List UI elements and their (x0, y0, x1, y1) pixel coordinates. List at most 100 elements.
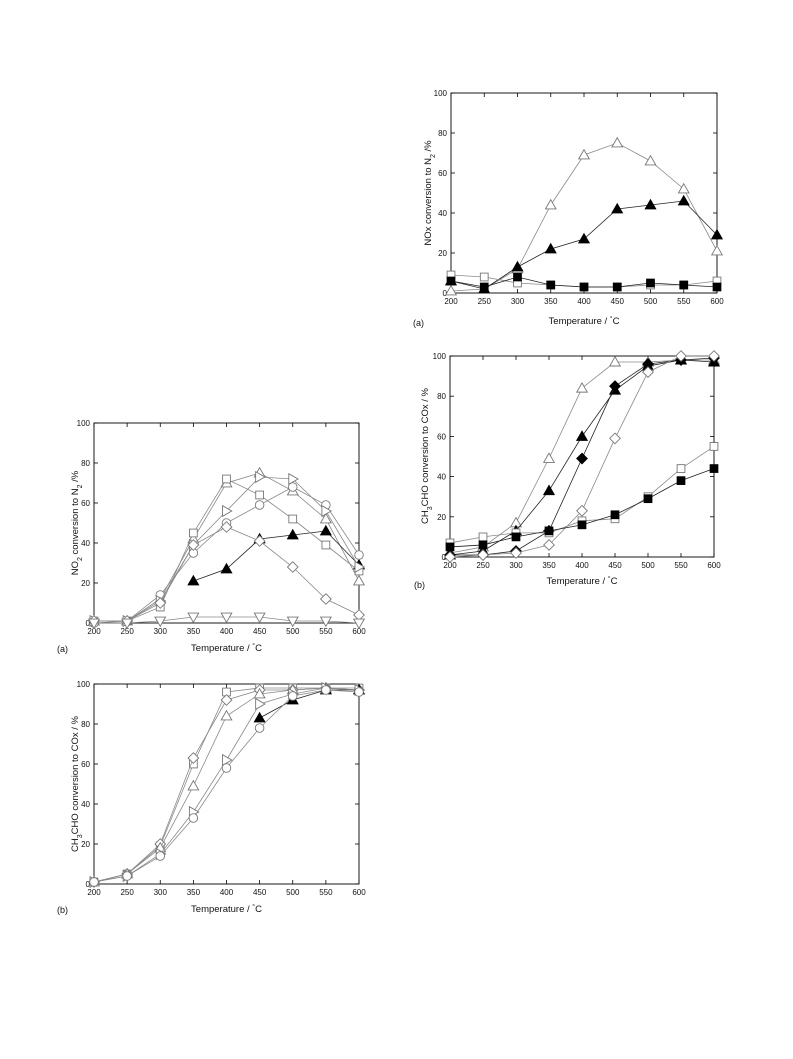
data-point-triangle-down (253, 612, 266, 624)
series-0 (444, 136, 724, 296)
data-point-square (612, 282, 622, 292)
data-point-square (676, 476, 686, 485)
x-tick-label: 250 (120, 627, 134, 636)
data-point-diamond (444, 551, 456, 563)
series-6 (87, 612, 366, 630)
series-line (193, 530, 360, 582)
label-part: conversion to N (70, 488, 81, 557)
y-tick-label: 40 (437, 473, 446, 482)
label-script-part: ° (610, 315, 613, 323)
x-tick-label: 450 (253, 888, 267, 897)
series-line (94, 476, 360, 622)
label-part: NO (70, 561, 81, 575)
data-point-triangle-up (542, 452, 556, 463)
x-tick-label: 450 (253, 627, 267, 636)
data-point-diamond (543, 539, 555, 551)
data-point-diamond (642, 366, 654, 379)
data-point-diamond (286, 561, 299, 573)
y-tick-label: 100 (434, 89, 448, 98)
series-3 (89, 482, 364, 628)
x-tick-label: 500 (641, 561, 655, 570)
series-3 (444, 350, 720, 563)
label-script-part: 3 (427, 506, 434, 510)
y-axis-label: NOx conversion to N2 /% (423, 140, 437, 246)
y-tick-label: 20 (81, 840, 90, 849)
data-point-square (676, 464, 686, 473)
data-point-triangle-up (319, 524, 332, 536)
data-point-square (255, 490, 264, 500)
chart-middle-left-a: 200 250 300 350 400 450 500 550 600 0 20 40 60 80 100 T… (57, 419, 366, 654)
y-tick-label: 40 (438, 209, 447, 218)
y-axis-label: CH3CHO conversion to COx / % (70, 716, 84, 852)
chart-middle-right-b: 200 250 300 350 400 450 500 550 600 0 20 40 60 80 100 T… (414, 350, 721, 590)
data-point-square (479, 272, 489, 282)
series-line (94, 526, 360, 622)
data-point-triangle-down (154, 616, 167, 628)
data-point-triangle-up (575, 430, 589, 441)
data-point-triangle-up (220, 709, 233, 721)
y-tick-label: 0 (443, 289, 448, 298)
data-point-triangle-up (608, 355, 622, 367)
x-tick-label: 200 (444, 297, 458, 306)
label-part: C (255, 904, 262, 915)
x-tick-label: 600 (707, 561, 721, 570)
y-tick-label: 60 (81, 499, 90, 508)
data-point-square (222, 474, 231, 484)
data-point-triangle-up (253, 711, 266, 723)
y-tick-label: 40 (81, 800, 90, 809)
data-point-circle (89, 877, 99, 887)
data-point-diamond (253, 535, 266, 547)
y-tick-label: 20 (437, 513, 446, 522)
series-line (450, 200, 718, 290)
y-tick-label: 100 (433, 352, 447, 361)
label-part: Temperature / (191, 904, 252, 915)
data-point-diamond (576, 504, 588, 517)
data-point-triangle-down (286, 616, 299, 628)
label-part: CH (420, 510, 431, 524)
data-point-triangle-up (710, 244, 724, 256)
label-script-part: 2 (77, 557, 84, 561)
data-point-triangle-right (222, 504, 233, 518)
data-point-diamond (187, 752, 200, 764)
x-tick-label: 550 (319, 888, 333, 897)
data-point-triangle-down (352, 618, 366, 630)
data-point-square (445, 542, 455, 552)
data-point-square (577, 520, 587, 530)
label-part: CH (70, 838, 81, 852)
panel-letter: (b) (57, 905, 68, 915)
data-point-square (546, 280, 556, 290)
chart-bottom-left-b: 200 250 300 350 400 450 500 550 600 0 20 40 60 80 100 T… (57, 680, 366, 915)
data-point-diamond (319, 593, 332, 605)
data-point-diamond (609, 432, 621, 445)
label-script-part: 2 (430, 154, 437, 158)
data-point-diamond (220, 521, 233, 533)
label-part: CHO conversion to COx / % (70, 716, 81, 835)
series-2 (89, 474, 364, 626)
data-point-square (712, 282, 722, 292)
data-point-triangle-right (321, 504, 333, 518)
data-point-square (610, 510, 620, 520)
x-tick-label: 200 (87, 627, 101, 636)
x-tick-label: 250 (478, 297, 492, 306)
data-point-triangle-up (542, 484, 556, 496)
x-tick-label: 250 (476, 561, 490, 570)
data-point-triangle-up (611, 136, 624, 148)
x-tick-label: 500 (644, 297, 658, 306)
data-point-diamond (477, 549, 489, 561)
y-tick-label: 80 (81, 720, 90, 729)
x-tick-label: 550 (674, 561, 688, 570)
y-axis-label: CH3CHO conversion to COx / % (420, 388, 434, 524)
data-point-triangle-up (352, 574, 366, 586)
data-point-triangle-up (444, 284, 458, 296)
x-axis-label: Temperature / °C (549, 315, 620, 328)
data-point-circle (221, 763, 232, 773)
y-tick-label: 60 (437, 432, 446, 441)
data-point-triangle-right (255, 697, 266, 711)
x-tick-label: 600 (710, 297, 724, 306)
panel-letter: (a) (57, 644, 68, 654)
data-point-triangle-right (222, 753, 233, 767)
label-part: C (613, 316, 620, 327)
data-point-triangle-up (575, 381, 589, 393)
data-point-circle (354, 687, 364, 697)
label-script-part: ° (608, 575, 611, 583)
